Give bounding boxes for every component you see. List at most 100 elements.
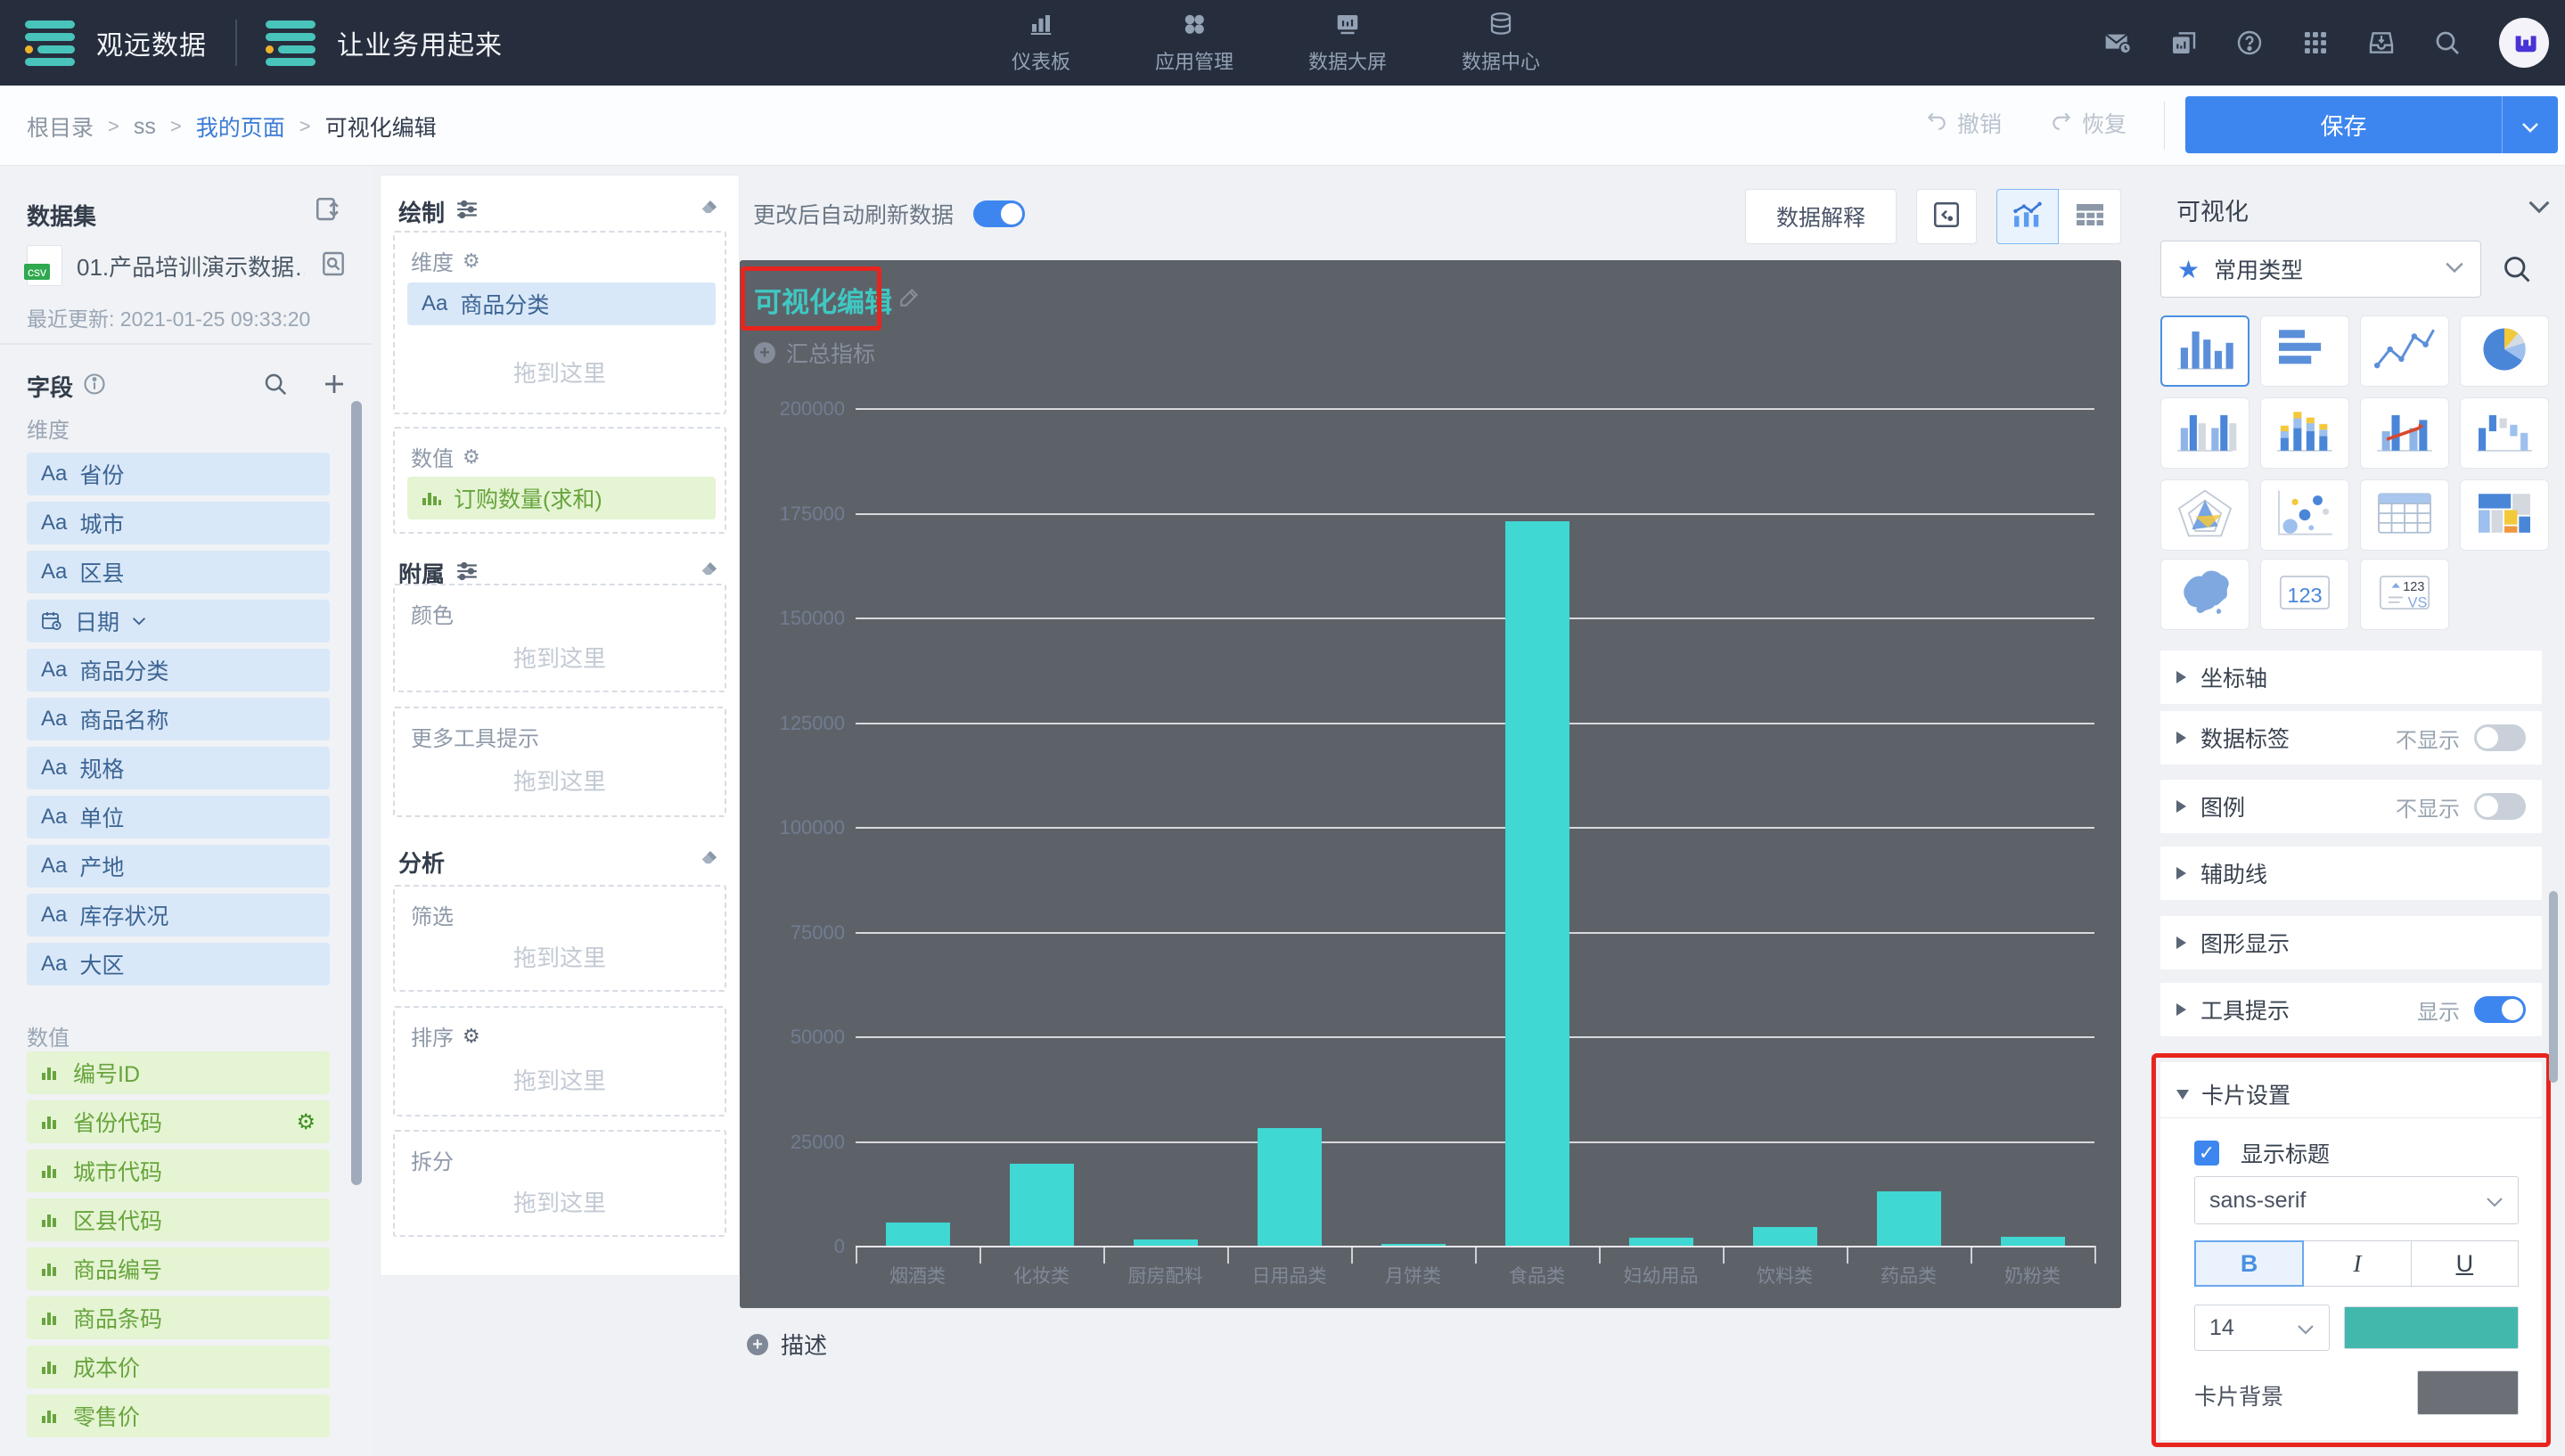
right-panel-scrollbar[interactable]: [2549, 891, 2558, 1083]
chart-type-grouped-column-chart[interactable]: [2160, 397, 2249, 469]
dataset-row[interactable]: csv 01.产品培训演示数据…: [24, 245, 348, 286]
dimension-pill[interactable]: Aa 商品分类: [407, 282, 716, 325]
nav-item-应用管理[interactable]: 应用管理: [1151, 11, 1237, 75]
gear-icon[interactable]: ⚙: [463, 249, 480, 272]
chart-type-compare-column-chart[interactable]: [2360, 397, 2449, 469]
chart-type-bubble-chart[interactable]: [2260, 479, 2349, 551]
chart-type-bar-chart[interactable]: [2260, 315, 2349, 387]
chart-type-compare-card[interactable]: 123 VS: [2360, 559, 2449, 630]
chart-type-radar-chart[interactable]: [2160, 479, 2249, 551]
edit-title-icon[interactable]: [898, 285, 922, 313]
search-icon[interactable]: [2433, 29, 2462, 57]
chart-type-line-chart[interactable]: [2360, 315, 2449, 387]
chart-type-pie-chart[interactable]: [2460, 315, 2549, 387]
bold-button[interactable]: B: [2194, 1240, 2305, 1287]
dimension-field-城市[interactable]: Aa 城市: [27, 502, 330, 544]
preview-dataset-icon[interactable]: [319, 249, 348, 282]
sort-slot[interactable]: 排序 ⚙ 拖到这里: [393, 1006, 726, 1117]
setting-toggle[interactable]: [2474, 724, 2526, 751]
dimension-field-日期[interactable]: 日期: [27, 600, 330, 642]
collapse-panel-icon[interactable]: [2528, 200, 2551, 218]
dimension-field-产地[interactable]: Aa 产地: [27, 845, 330, 888]
add-description-icon[interactable]: +: [747, 1333, 768, 1355]
chart-type-kpi-card[interactable]: 123: [2260, 559, 2349, 630]
dimension-field-商品分类[interactable]: Aa 商品分类: [27, 649, 330, 691]
card-settings-header[interactable]: 卡片设置: [2176, 1078, 2290, 1110]
setting-row-辅助线[interactable]: 辅助线: [2160, 847, 2542, 900]
report-icon[interactable]: [2169, 29, 2198, 57]
mail-icon[interactable]: [2103, 29, 2132, 57]
setting-row-数据标签[interactable]: 数据标签 不显示: [2160, 711, 2542, 765]
filter-slot[interactable]: 筛选 拖到这里: [393, 885, 726, 992]
clear-analysis-icon[interactable]: [698, 844, 723, 873]
chart-type-china-map[interactable]: [2160, 559, 2249, 630]
nav-item-仪表板[interactable]: 仪表板: [998, 11, 1084, 75]
add-summary-icon[interactable]: +: [754, 342, 775, 364]
clear-attach-icon[interactable]: [698, 555, 723, 585]
measure-field-零售价[interactable]: 零售价: [27, 1395, 330, 1437]
data-explain-button[interactable]: 数据解释: [1745, 189, 1897, 244]
underline-button[interactable]: U: [2411, 1240, 2519, 1287]
inbox-icon[interactable]: [2367, 29, 2396, 57]
chart-type-waterfall-chart[interactable]: [2460, 397, 2549, 469]
measure-field-成本价[interactable]: 成本价: [27, 1346, 330, 1388]
bar-化妆类[interactable]: [1009, 1164, 1074, 1246]
measure-field-商品编号[interactable]: 商品编号: [27, 1247, 330, 1290]
measure-field-城市代码[interactable]: 城市代码: [27, 1149, 330, 1192]
setting-row-图例[interactable]: 图例 不显示: [2160, 780, 2542, 833]
chart-view-button[interactable]: [1996, 189, 2059, 244]
setting-toggle[interactable]: [2474, 996, 2526, 1023]
gear-icon[interactable]: ⚙: [296, 1109, 316, 1134]
help-icon[interactable]: [2235, 29, 2264, 57]
dimension-field-库存状况[interactable]: Aa 库存状况: [27, 894, 330, 937]
show-title-checkbox[interactable]: ✓: [2194, 1141, 2219, 1166]
user-avatar[interactable]: [2499, 18, 2549, 68]
description-row[interactable]: + 描述: [747, 1328, 827, 1361]
bar-日用品类[interactable]: [1257, 1128, 1322, 1246]
chart-type-treemap-chart[interactable]: [2460, 479, 2549, 551]
chart-title[interactable]: 可视化编辑: [754, 287, 892, 318]
card-bg-color-swatch[interactable]: [2417, 1370, 2519, 1415]
summary-metric-row[interactable]: + 汇总指标: [754, 337, 875, 369]
chart-type-column-chart[interactable]: [2160, 315, 2249, 387]
dimension-slot[interactable]: 维度 ⚙ Aa 商品分类 拖到这里: [393, 231, 726, 414]
dimension-field-商品名称[interactable]: Aa 商品名称: [27, 698, 330, 740]
bar-厨房配料[interactable]: [1133, 1239, 1198, 1246]
bar-烟酒类[interactable]: [885, 1223, 950, 1246]
chart-type-table-view[interactable]: [2360, 479, 2449, 551]
measure-field-省份代码[interactable]: 省份代码 ⚙: [27, 1100, 330, 1143]
dimension-field-省份[interactable]: Aa 省份: [27, 453, 330, 495]
dimension-field-规格[interactable]: Aa 规格: [27, 747, 330, 789]
undo-button[interactable]: 撤销: [1925, 107, 2002, 139]
italic-button[interactable]: I: [2304, 1240, 2412, 1287]
breadcrumb-item[interactable]: 我的页面: [195, 116, 285, 141]
nav-item-数据中心[interactable]: 数据中心: [1458, 11, 1544, 75]
grid-icon[interactable]: [2301, 29, 2330, 57]
auto-refresh-toggle[interactable]: [973, 200, 1026, 227]
setting-row-图形显示[interactable]: 图形显示: [2160, 916, 2542, 969]
clear-draw-icon[interactable]: [698, 193, 723, 223]
bar-食品类[interactable]: [1504, 520, 1569, 1246]
bar-药品类[interactable]: [1876, 1190, 1941, 1246]
search-fields-icon[interactable]: [262, 371, 289, 402]
setting-toggle[interactable]: [2474, 793, 2526, 820]
redo-button[interactable]: 恢复: [2050, 107, 2127, 139]
value-slot[interactable]: 数值 ⚙ 订购数量(求和): [393, 427, 726, 534]
add-field-icon[interactable]: [321, 371, 348, 402]
bar-饮料类[interactable]: [1752, 1226, 1817, 1246]
split-slot[interactable]: 拆分 拖到这里: [393, 1130, 726, 1237]
setting-row-工具提示[interactable]: 工具提示 显示: [2160, 983, 2542, 1036]
value-pill[interactable]: 订购数量(求和): [407, 477, 716, 519]
measure-field-区县代码[interactable]: 区县代码: [27, 1198, 330, 1241]
measure-field-编号ID[interactable]: 编号ID: [27, 1051, 330, 1094]
gear-icon[interactable]: ⚙: [463, 445, 480, 468]
bar-妇幼用品[interactable]: [1628, 1237, 1693, 1246]
chart-type-category-select[interactable]: ★ 常用类型: [2160, 241, 2481, 298]
dimension-field-大区[interactable]: Aa 大区: [27, 943, 330, 986]
more-tooltip-slot[interactable]: 更多工具提示 拖到这里: [393, 707, 726, 817]
code-view-button[interactable]: [1916, 189, 1977, 244]
nav-item-数据大屏[interactable]: 数据大屏: [1305, 11, 1390, 75]
font-size-select[interactable]: 14: [2194, 1305, 2330, 1351]
chart-type-stacked-column-chart[interactable]: [2260, 397, 2349, 469]
sidebar-scrollbar[interactable]: [351, 401, 362, 1185]
